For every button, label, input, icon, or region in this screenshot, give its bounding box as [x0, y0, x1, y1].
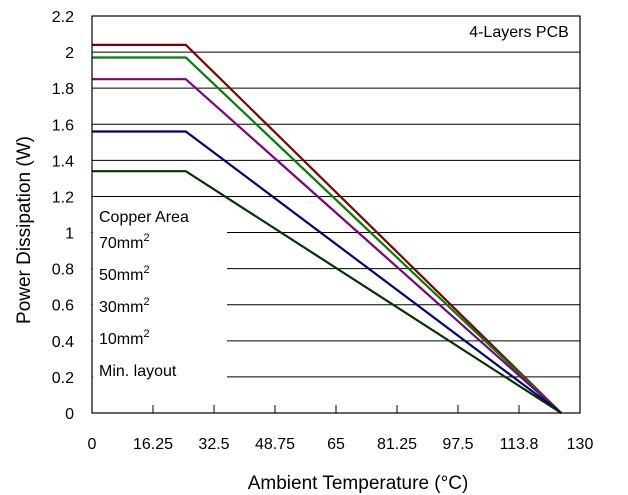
x-tick-label: 65: [327, 436, 345, 453]
legend: Copper Area 70mm2 50mm2 30mm2 10mm2 Min. layo…: [99, 209, 189, 380]
series-line: [92, 78, 562, 414]
x-axis-title: Ambient Temperature (°C): [248, 473, 469, 494]
y-tick-label: 1.2: [52, 189, 74, 206]
y-tick-label: 1: [65, 226, 74, 243]
y-tick-label: 0.2: [52, 370, 74, 387]
x-tick-label: 48.75: [255, 436, 295, 453]
legend-background: [93, 198, 227, 394]
y-tick-label: 2.2: [52, 9, 74, 26]
x-tick-label: 130: [567, 436, 594, 453]
x-axis-ticks: 0 16.25 32.5 48.75 65 81.25 97.5 113.8 130: [88, 405, 594, 453]
legend-title: Copper Area: [99, 209, 189, 226]
x-tick-label: 0: [88, 436, 97, 453]
legend-entry: 50mm2: [99, 264, 150, 284]
legend-entry: 10mm2: [99, 328, 150, 348]
y-tick-label: 1.4: [52, 153, 74, 170]
y-axis-ticks: 0 0.2 0.4 0.6 0.8 1 1.2 1.4 1.6 1.8 2 2.2: [52, 9, 74, 423]
y-axis-title: Power Dissipation (W): [14, 136, 35, 324]
y-tick-label: 1.6: [52, 117, 74, 134]
legend-entry: 70mm2: [99, 232, 150, 252]
legend-entry: 30mm2: [99, 296, 150, 316]
x-tick-label: 97.5: [442, 436, 473, 453]
y-tick-label: 2: [65, 45, 74, 62]
series-line: [92, 170, 562, 414]
y-tick-label: 0.4: [52, 334, 74, 351]
series-line: [92, 56, 562, 414]
series-lines: [92, 43, 562, 414]
y-tick-label: 1.8: [52, 81, 74, 98]
series-line: [92, 130, 562, 414]
y-tick-label: 0.6: [52, 298, 74, 315]
series-line: [92, 43, 562, 414]
x-tick-label: 16.25: [133, 436, 173, 453]
y-tick-label: 0: [65, 406, 74, 423]
legend-box: [93, 198, 227, 394]
x-tick-label: 81.25: [377, 436, 417, 453]
legend-entry: Min. layout: [99, 363, 177, 380]
annotation-label: 4-Layers PCB: [469, 24, 569, 41]
y-tick-label: 0.8: [52, 262, 74, 279]
x-tick-label: 113.8: [500, 436, 539, 453]
x-tick-label: 32.5: [198, 436, 229, 453]
